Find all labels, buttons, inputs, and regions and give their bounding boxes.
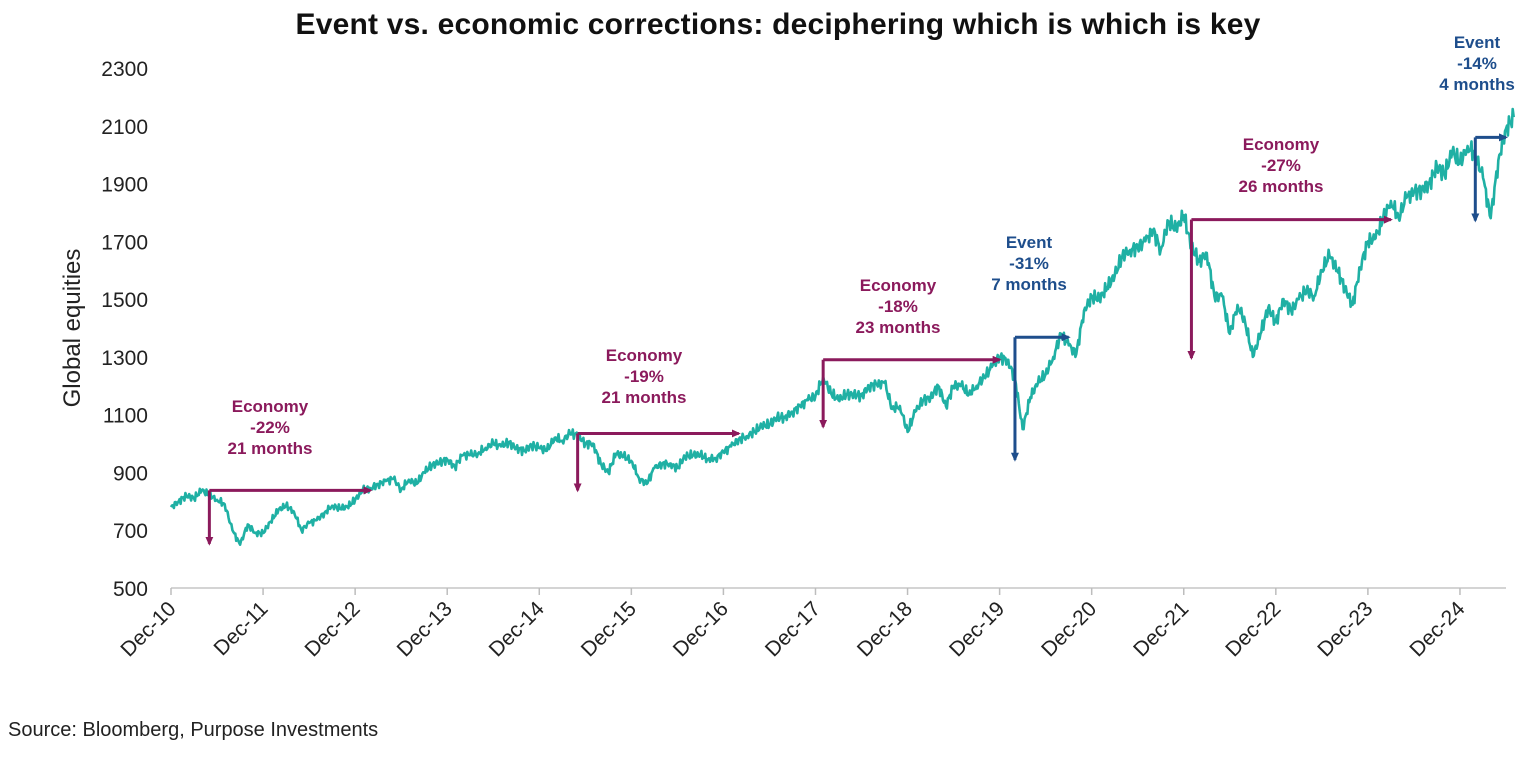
annotation-decline: -19% [624, 367, 664, 386]
annotation-duration: 4 months [1439, 75, 1515, 94]
x-tick-label: Dec-13 [393, 597, 457, 661]
x-tick-label: Dec-11 [210, 597, 273, 660]
correction-annotation: Economy -18% 23 months [819, 276, 1002, 429]
x-axis-ticks: Dec-10 Dec-11 Dec-12 Dec-13 Dec-14 Dec-15 Dec-… [116, 588, 1470, 661]
y-tick-label: 700 [113, 520, 148, 543]
annotation-duration: 7 months [991, 275, 1067, 294]
annotation-category: Economy [606, 346, 683, 365]
annotation-decline: -18% [878, 297, 918, 316]
y-tick-label: 1100 [103, 405, 148, 428]
y-tick-label: 1500 [101, 289, 148, 312]
x-tick-label: Dec-16 [669, 597, 733, 661]
annotation-decline: -14% [1457, 54, 1497, 73]
correction-annotation: Economy -22% 21 months [205, 397, 373, 546]
annotation-decline: -27% [1261, 156, 1301, 175]
y-tick-label: 900 [113, 462, 148, 485]
annotation-duration: 26 months [1238, 177, 1323, 196]
annotation-category: Event [1454, 33, 1501, 52]
annotation-duration: 21 months [227, 439, 312, 458]
x-tick-label: Dec-19 [945, 597, 1009, 661]
chart-title: Event vs. economic corrections: decipher… [295, 8, 1261, 41]
x-tick-label: Dec-12 [301, 597, 365, 661]
annotation-decline: -31% [1009, 254, 1049, 273]
x-tick-label: Dec-20 [1037, 597, 1101, 661]
annotation-category: Event [1006, 233, 1053, 252]
y-tick-label: 1900 [101, 174, 148, 197]
x-tick-label: Dec-10 [116, 597, 180, 661]
annotation-category: Economy [232, 397, 309, 416]
x-tick-label: Dec-21 [1129, 597, 1193, 661]
x-tick-label: Dec-18 [853, 597, 917, 661]
correction-annotation: Event -14% 4 months [1439, 33, 1515, 223]
x-tick-label: Dec-17 [761, 597, 825, 661]
correction-annotation: Economy -27% 26 months [1187, 135, 1393, 361]
y-tick-label: 1300 [101, 347, 148, 370]
series-group [169, 107, 1515, 546]
series-line [169, 107, 1515, 546]
source-note: Source: Bloomberg, Purpose Investments [8, 719, 379, 741]
annotation-category: Economy [860, 276, 937, 295]
x-tick-label: Dec-24 [1405, 597, 1469, 661]
x-tick-label: Dec-15 [577, 597, 641, 661]
x-tick-label: Dec-14 [485, 597, 549, 661]
annotation-duration: 21 months [601, 388, 686, 407]
annotation-category: Economy [1243, 135, 1320, 154]
correction-annotation: Economy -19% 21 months [573, 346, 741, 493]
annotation-duration: 23 months [855, 318, 940, 337]
y-tick-label: 1700 [101, 231, 148, 254]
correction-annotation: Event -31% 7 months [991, 233, 1071, 462]
x-tick-label: Dec-23 [1313, 597, 1377, 661]
y-tick-label: 2300 [101, 58, 148, 81]
y-tick-label: 500 [113, 578, 148, 601]
x-tick-label: Dec-22 [1221, 597, 1285, 661]
annotations: Economy -22% 21 months Economy -19% 21 months… [205, 33, 1515, 546]
annotation-decline: -22% [250, 418, 290, 437]
y-axis-ticks: 500 700 900 1100 1300 1500 1700 1900 2100 2300 [101, 58, 148, 601]
y-tick-label: 2100 [101, 116, 148, 139]
y-axis-label: Global equities [59, 249, 86, 408]
